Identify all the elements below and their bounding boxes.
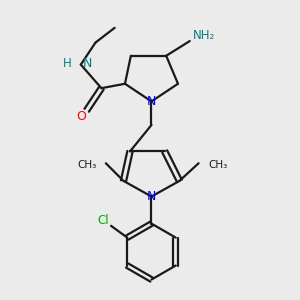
Text: H: H [63, 57, 72, 70]
Text: O: O [76, 110, 86, 123]
Text: N: N [147, 190, 156, 203]
Text: CH₃: CH₃ [208, 160, 227, 170]
Text: N: N [82, 57, 92, 70]
Text: NH₂: NH₂ [193, 29, 215, 42]
Text: Cl: Cl [97, 214, 109, 227]
Text: N: N [147, 95, 156, 108]
Text: CH₃: CH₃ [77, 160, 96, 170]
